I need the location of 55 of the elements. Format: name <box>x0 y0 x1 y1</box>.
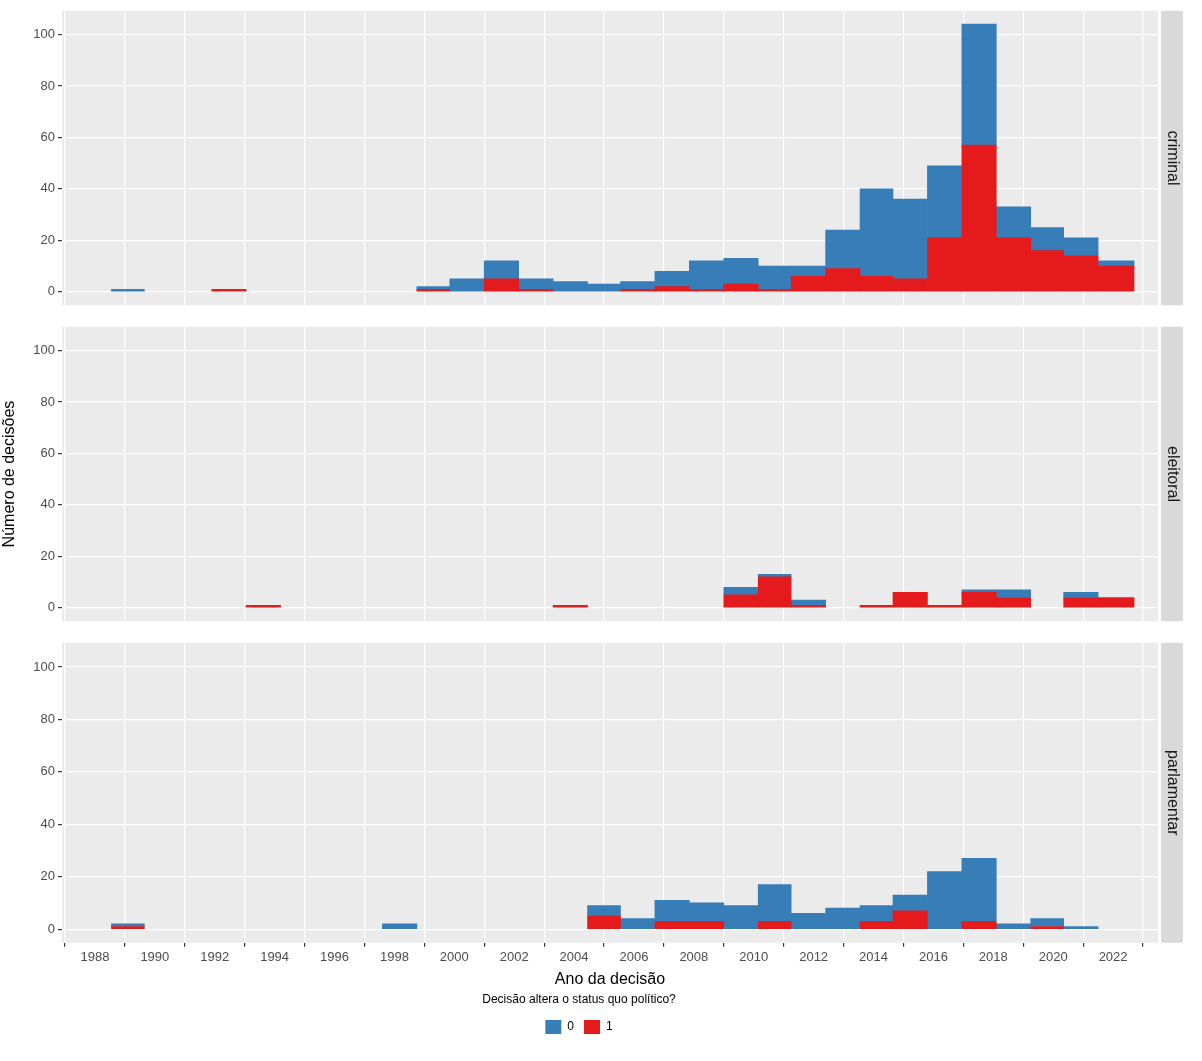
x-tick-label: 1992 <box>200 949 230 965</box>
x-tick-label: 2002 <box>499 949 529 965</box>
x-tick-label: 2010 <box>739 949 769 965</box>
y-tick-label: 0 <box>47 599 55 615</box>
y-axis-title: Número de decisões <box>0 400 18 548</box>
x-tick-label: 1988 <box>80 949 110 965</box>
x-tick-label: 1990 <box>140 949 170 965</box>
bar <box>483 260 519 280</box>
bar <box>961 920 997 929</box>
x-tick-label: 1996 <box>320 949 349 965</box>
bar <box>211 288 247 292</box>
text: eleitoral <box>1164 445 1182 503</box>
x-tick-label: 2000 <box>439 949 469 965</box>
x-axis-title: Ano da decisão <box>554 970 666 988</box>
bar <box>1063 926 1099 929</box>
text: parlamentar <box>1164 750 1182 837</box>
y-tick-label: 100 <box>33 658 55 674</box>
bar <box>1030 926 1064 929</box>
bar <box>111 288 145 292</box>
x-tick-label: 2008 <box>679 949 709 965</box>
bar <box>382 923 418 929</box>
x-tick-label: 2022 <box>1098 949 1128 965</box>
y-tick-label: 0 <box>47 283 55 299</box>
y-tick-label: 40 <box>40 180 55 196</box>
x-tick-label: 2016 <box>918 949 948 965</box>
y-tick-label: 80 <box>40 77 55 93</box>
legend-label: 1 <box>606 1019 613 1034</box>
y-tick-label: 20 <box>40 868 55 884</box>
y-tick-label: 60 <box>40 763 55 779</box>
text: criminal <box>1164 130 1182 186</box>
bar <box>757 920 792 929</box>
bar <box>587 905 621 917</box>
y-tick-label: 100 <box>33 342 55 358</box>
x-tick-label: 1998 <box>379 949 409 965</box>
y-tick-label: 60 <box>40 128 55 144</box>
y-tick-label: 0 <box>47 920 55 936</box>
x-tick-label: 2018 <box>978 949 1008 965</box>
y-tick-label: 20 <box>40 231 55 247</box>
x-tick-label: 2020 <box>1038 949 1068 965</box>
y-tick-label: 40 <box>40 496 55 512</box>
y-tick-label: 80 <box>40 393 55 409</box>
x-tick-label: 1994 <box>260 949 290 965</box>
x-tick-label: 2014 <box>859 949 888 965</box>
y-tick-label: 20 <box>40 547 55 563</box>
y-tick-label: 40 <box>40 815 55 831</box>
bar <box>961 23 997 146</box>
legend-title: Decisão altera o status quo político? <box>482 991 677 1006</box>
y-tick-label: 80 <box>40 710 55 726</box>
legend-label: 0 <box>567 1019 575 1034</box>
x-tick-label: 2004 <box>559 949 589 965</box>
x-tick-label: 2006 <box>619 949 649 965</box>
bar <box>587 915 621 929</box>
y-tick-label: 60 <box>40 444 55 460</box>
x-tick-label: 2012 <box>799 949 829 965</box>
y-tick-label: 100 <box>33 26 55 42</box>
